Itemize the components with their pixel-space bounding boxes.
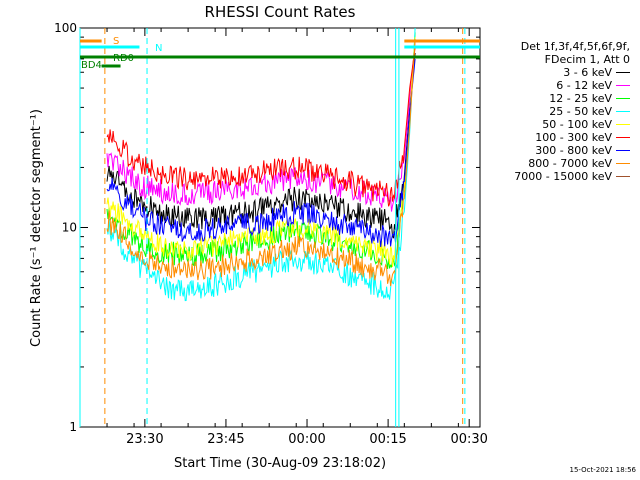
annotation-label: N — [155, 43, 162, 54]
legend-entry: 800 - 7000 keV — [482, 157, 630, 170]
legend-entry-label: 25 - 50 keV — [549, 105, 612, 118]
annotation-label: BD4 — [81, 60, 102, 71]
legend-entry-label: 50 - 100 keV — [542, 118, 612, 131]
legend-swatch — [616, 111, 630, 112]
legend-entry-label: 12 - 25 keV — [549, 92, 612, 105]
legend-swatch — [616, 85, 630, 86]
y-axis-label: Count Rate (s⁻¹ detector segment⁻¹) — [29, 109, 44, 347]
legend-swatch — [616, 150, 630, 151]
legend-entry-label: 7000 - 15000 keV — [514, 170, 612, 183]
legend-entry-label: 100 - 300 keV — [535, 131, 612, 144]
x-tick-label: 23:45 — [207, 432, 244, 447]
x-axis-label: Start Time (30-Aug-09 23:18:02) — [174, 456, 386, 471]
legend-entry-label: 300 - 800 keV — [535, 144, 612, 157]
legend-header-line-2: FDecim 1, Att 0 — [482, 53, 630, 66]
series-line — [107, 53, 415, 238]
y-tick-label: 1 — [69, 420, 77, 434]
legend-entry: 50 - 100 keV — [482, 118, 630, 131]
legend-swatch — [616, 163, 630, 164]
chart-title: RHESSI Count Rates — [205, 3, 356, 21]
y-tick-label: 100 — [54, 21, 77, 35]
legend-entry: 25 - 50 keV — [482, 105, 630, 118]
legend: Det 1f,3f,4f,5f,6f,9f, FDecim 1, Att 0 3… — [482, 40, 630, 183]
legend-header-line-1: Det 1f,3f,4f,5f,6f,9f, — [482, 40, 630, 53]
legend-entry-label: 6 - 12 keV — [556, 79, 612, 92]
series-line — [107, 28, 415, 301]
annotation-label: S — [113, 36, 119, 47]
legend-swatch — [616, 72, 630, 73]
x-tick-label: 00:30 — [450, 432, 487, 447]
x-tick-label: 00:15 — [369, 432, 406, 447]
legend-entry: 12 - 25 keV — [482, 92, 630, 105]
series-line — [107, 59, 415, 247]
legend-swatch — [616, 124, 630, 125]
legend-entry: 100 - 300 keV — [482, 131, 630, 144]
legend-entry: 300 - 800 keV — [482, 144, 630, 157]
series-line — [107, 39, 415, 286]
legend-swatch — [616, 137, 630, 138]
legend-swatch — [616, 98, 630, 99]
annotation-label: RD0 — [113, 53, 134, 64]
y-tick-label: 10 — [62, 221, 77, 235]
legend-swatch — [616, 176, 630, 177]
legend-entry-label: 3 - 6 keV — [563, 66, 612, 79]
legend-entry-label: 800 - 7000 keV — [528, 157, 612, 170]
series-group — [107, 28, 415, 301]
legend-entry: 3 - 6 keV — [482, 66, 630, 79]
legend-entry: 7000 - 15000 keV — [482, 170, 630, 183]
x-tick-label: 00:00 — [288, 432, 325, 447]
legend-entry: 6 - 12 keV — [482, 79, 630, 92]
generation-timestamp: 15-Oct-2021 18:56 — [570, 466, 636, 474]
x-tick-label: 23:30 — [126, 432, 163, 447]
legend-entries: 3 - 6 keV 6 - 12 keV 12 - 25 keV 25 - 50 ke… — [482, 66, 630, 183]
